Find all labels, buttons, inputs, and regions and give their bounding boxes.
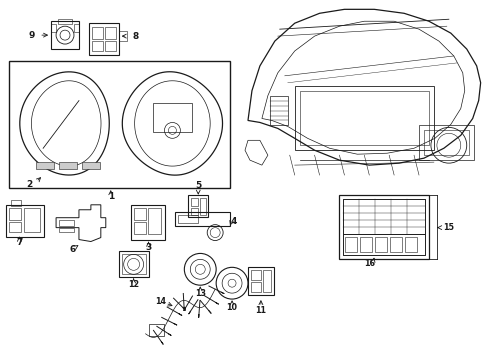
Bar [360, 237, 371, 252]
Bar [191, 198, 198, 206]
Bar [343, 199, 424, 234]
Bar [345, 237, 357, 252]
Bar [133, 222, 145, 234]
Text: 5: 5 [195, 181, 201, 190]
Bar [188, 195, 208, 217]
Bar [11, 200, 21, 206]
Text: 16: 16 [363, 259, 374, 268]
Bar [191, 208, 198, 215]
Bar [92, 27, 102, 39]
Bar [89, 23, 119, 55]
Text: 1: 1 [107, 192, 114, 201]
Text: 14: 14 [155, 297, 165, 306]
Bar [82, 162, 100, 169]
Bar [24, 208, 40, 231]
Text: 9: 9 [28, 31, 34, 40]
Text: 6: 6 [70, 245, 76, 254]
Bar [59, 228, 74, 231]
Bar [51, 21, 79, 49]
Text: 15: 15 [442, 223, 453, 232]
Text: 12: 12 [128, 280, 139, 289]
Bar [263, 270, 270, 292]
Text: 8: 8 [132, 32, 139, 41]
Bar [59, 162, 77, 169]
Bar [148, 324, 164, 336]
Bar [147, 208, 161, 234]
Bar [130, 205, 165, 239]
Bar [178, 215, 198, 223]
Bar [175, 212, 230, 226]
Bar [51, 24, 56, 32]
Bar [343, 199, 424, 255]
Bar [294, 86, 433, 150]
Bar [250, 270, 261, 280]
Bar [247, 267, 273, 295]
Bar [9, 61, 230, 188]
Bar [389, 237, 401, 252]
Bar [423, 130, 468, 155]
Text: 13: 13 [194, 289, 205, 298]
Text: 2: 2 [26, 180, 32, 189]
Bar [418, 125, 473, 160]
Bar [299, 91, 428, 145]
Bar [119, 251, 148, 277]
Bar [6, 205, 44, 237]
Bar [374, 237, 386, 252]
Bar [92, 41, 102, 51]
Text: 10: 10 [226, 302, 237, 311]
Bar [250, 282, 261, 292]
Bar [58, 19, 72, 24]
Bar [122, 255, 145, 274]
Bar [339, 195, 428, 260]
Bar [74, 24, 79, 32]
Bar [152, 103, 192, 132]
Bar [269, 96, 287, 125]
Bar [59, 220, 74, 226]
Bar [404, 237, 416, 252]
Bar [200, 198, 206, 215]
Text: 3: 3 [145, 243, 151, 252]
Bar [36, 162, 54, 169]
Text: 4: 4 [230, 217, 236, 226]
Bar [119, 31, 126, 41]
Bar [133, 208, 145, 220]
Bar [9, 222, 21, 231]
Text: 7: 7 [16, 238, 22, 247]
Bar [9, 208, 21, 220]
Bar [104, 27, 116, 39]
Bar [104, 41, 116, 51]
Bar [343, 234, 424, 255]
Text: 11: 11 [255, 306, 266, 315]
